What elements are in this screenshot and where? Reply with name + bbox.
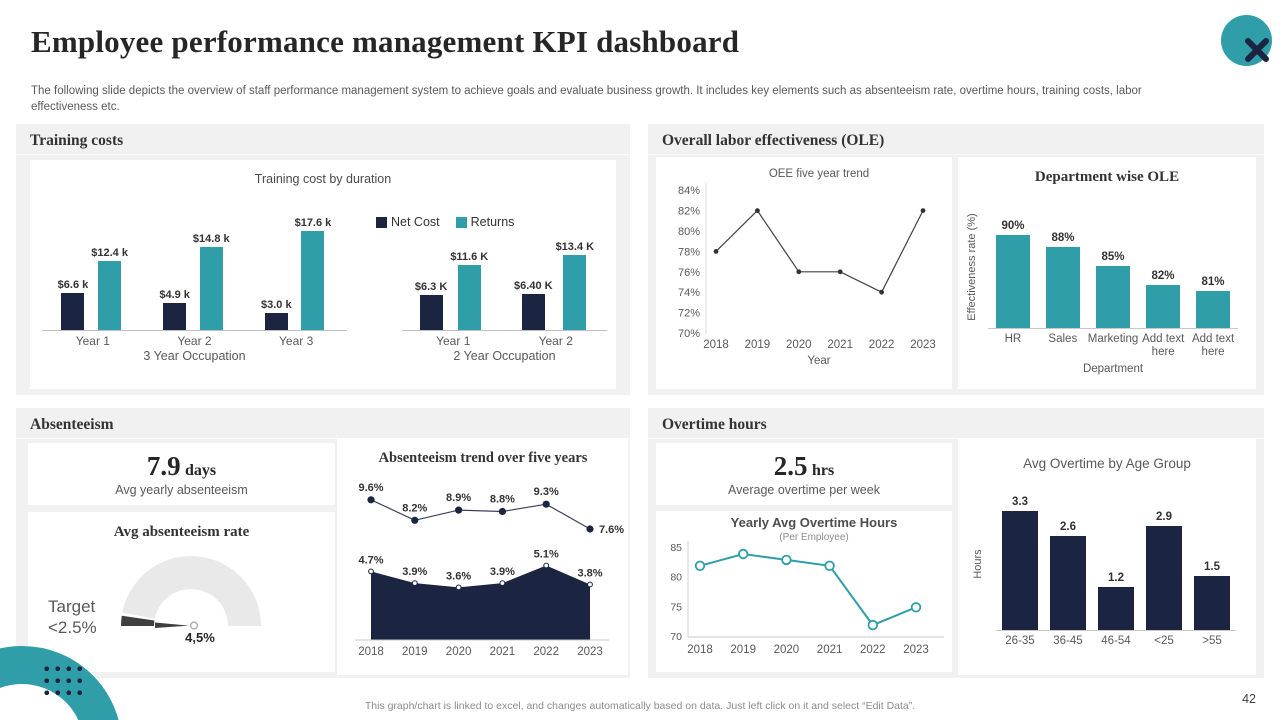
svg-text:70%: 70% bbox=[678, 328, 700, 340]
kpi-number: 2.5 bbox=[773, 451, 808, 481]
svg-text:Yearly Avg Overtime Hours: Yearly Avg Overtime Hours bbox=[731, 515, 898, 530]
gauge-target-line2: <2.5% bbox=[48, 618, 97, 638]
training-cost-chart[interactable]: Training cost by duration Net Cost Returns… bbox=[30, 160, 616, 389]
footer-note: This graph/chart is linked to excel, and… bbox=[364, 700, 916, 712]
gauge-target-label: Target <2.5% bbox=[48, 596, 97, 639]
svg-text:2021: 2021 bbox=[817, 644, 843, 656]
svg-text:8.8%: 8.8% bbox=[490, 494, 515, 506]
age-group-overtime-chart[interactable]: Avg Overtime by Age Group Hours 3.3 2.6 1.2 2… bbox=[958, 438, 1256, 675]
kpi-caption: Avg yearly absenteeism bbox=[115, 483, 248, 497]
svg-text:80: 80 bbox=[670, 572, 682, 584]
svg-text:2022: 2022 bbox=[533, 646, 559, 658]
panel-absenteeism: Absenteeism 7.9 days Avg yearly absentee… bbox=[16, 408, 630, 678]
svg-text:3.6%: 3.6% bbox=[446, 570, 471, 582]
svg-text:2019: 2019 bbox=[730, 644, 756, 656]
panel-training-title: Training costs bbox=[16, 124, 630, 155]
svg-text:2018: 2018 bbox=[358, 646, 384, 658]
kpi-unit: days bbox=[185, 462, 217, 479]
svg-text:2020: 2020 bbox=[786, 339, 812, 351]
kpi-number: 7.9 bbox=[146, 451, 181, 481]
kpi-unit: hrs bbox=[811, 462, 835, 479]
dot-grid-decoration bbox=[44, 666, 88, 702]
svg-text:4.7%: 4.7% bbox=[358, 554, 383, 566]
svg-text:8.2%: 8.2% bbox=[402, 502, 427, 514]
svg-text:76%: 76% bbox=[678, 267, 700, 279]
absenteeism-kpi-card[interactable]: 7.9 days Avg yearly absenteeism bbox=[28, 443, 335, 505]
svg-text:82%: 82% bbox=[678, 206, 700, 218]
overtime-kpi-value: 2.5 hrs bbox=[774, 451, 834, 482]
svg-text:2022: 2022 bbox=[860, 644, 886, 656]
svg-text:9.6%: 9.6% bbox=[358, 482, 383, 494]
svg-text:3.9%: 3.9% bbox=[402, 566, 427, 578]
svg-text:2023: 2023 bbox=[910, 339, 936, 351]
yearly-overtime-chart[interactable]: Yearly Avg Overtime Hours (Per Employee) 8… bbox=[656, 511, 952, 672]
svg-text:2023: 2023 bbox=[903, 644, 929, 656]
svg-text:72%: 72% bbox=[678, 308, 700, 320]
panel-training: Training costs Training cost by duration… bbox=[16, 124, 630, 395]
svg-text:80%: 80% bbox=[678, 226, 700, 238]
svg-text:2022: 2022 bbox=[869, 339, 895, 351]
svg-text:3.9%: 3.9% bbox=[490, 566, 515, 578]
panel-overtime-title: Overtime hours bbox=[648, 408, 1264, 439]
absenteeism-kpi-value: 7.9 days bbox=[147, 451, 216, 482]
svg-text:70: 70 bbox=[670, 631, 682, 643]
page-subtitle: The following slide depicts the overview… bbox=[31, 85, 1142, 113]
panel-ole-title: Overall labor effectiveness (OLE) bbox=[648, 124, 1264, 155]
panel-absenteeism-title: Absenteeism bbox=[16, 408, 630, 439]
svg-text:4,5%: 4,5% bbox=[185, 630, 215, 645]
gauge-target-line1: Target bbox=[48, 597, 96, 616]
svg-text:8.9%: 8.9% bbox=[446, 492, 471, 504]
close-icon bbox=[1245, 38, 1269, 62]
svg-text:9.3%: 9.3% bbox=[534, 486, 559, 498]
page-number: 42 bbox=[1242, 692, 1256, 706]
svg-text:84%: 84% bbox=[678, 185, 700, 197]
svg-text:2019: 2019 bbox=[745, 339, 771, 351]
department-ole-chart[interactable]: Department wise OLE Effectiveness rate (%… bbox=[958, 157, 1256, 389]
svg-text:3.8%: 3.8% bbox=[577, 568, 602, 580]
page-title: Employee performance management KPI dash… bbox=[31, 24, 740, 59]
svg-text:2023: 2023 bbox=[577, 646, 603, 658]
svg-text:2018: 2018 bbox=[687, 644, 713, 656]
svg-text:5.1%: 5.1% bbox=[534, 549, 559, 561]
svg-text:75: 75 bbox=[670, 601, 682, 613]
svg-text:Absenteeism trend over five ye: Absenteeism trend over five years bbox=[379, 450, 588, 466]
gauge-chart: 4,5% bbox=[28, 512, 335, 672]
svg-text:74%: 74% bbox=[678, 287, 700, 299]
svg-text:85: 85 bbox=[670, 542, 682, 554]
overtime-kpi-card[interactable]: 2.5 hrs Average overtime per week bbox=[656, 443, 952, 505]
svg-text:Year: Year bbox=[807, 355, 830, 367]
absenteeism-trend-chart[interactable]: Absenteeism trend over five years 4.7% 3.9… bbox=[337, 438, 628, 675]
svg-text:(Per Employee): (Per Employee) bbox=[779, 532, 848, 543]
panel-ole: Overall labor effectiveness (OLE) OEE fi… bbox=[648, 124, 1264, 395]
svg-text:OEE five year trend: OEE five year trend bbox=[769, 168, 869, 180]
svg-text:2020: 2020 bbox=[446, 646, 472, 658]
panel-overtime: Overtime hours 2.5 hrs Average overtime … bbox=[648, 408, 1264, 678]
absenteeism-gauge-card[interactable]: Avg absenteeism rate Target <2.5% 4,5% bbox=[28, 512, 335, 672]
svg-text:2018: 2018 bbox=[703, 339, 729, 351]
svg-text:2021: 2021 bbox=[827, 339, 853, 351]
svg-text:2020: 2020 bbox=[774, 644, 800, 656]
oee-trend-chart[interactable]: OEE five year trend 84% 82% 80% 78% 76% 74% 72%… bbox=[656, 157, 952, 389]
svg-text:78%: 78% bbox=[678, 246, 700, 258]
svg-text:2019: 2019 bbox=[402, 646, 428, 658]
gauge-title: Avg absenteeism rate bbox=[113, 524, 250, 540]
close-button[interactable] bbox=[1221, 15, 1272, 66]
svg-text:2021: 2021 bbox=[490, 646, 516, 658]
kpi-caption: Average overtime per week bbox=[728, 483, 880, 497]
svg-text:7.6%: 7.6% bbox=[599, 524, 624, 536]
